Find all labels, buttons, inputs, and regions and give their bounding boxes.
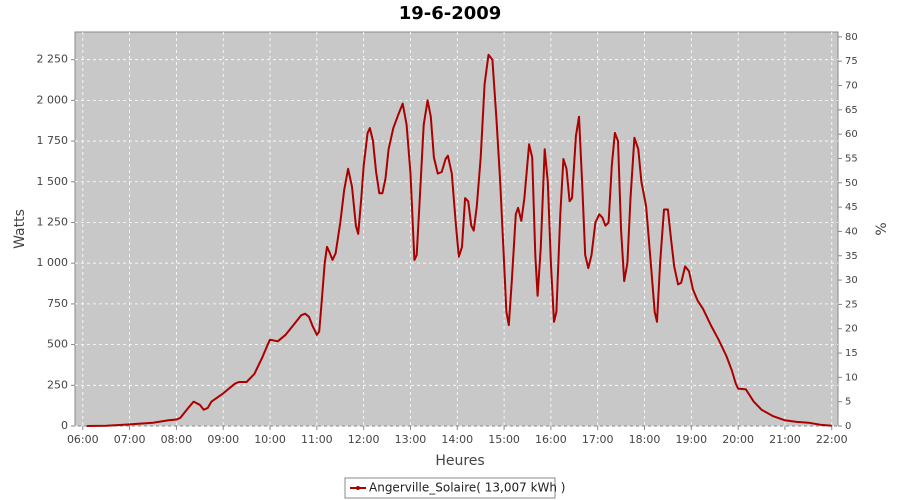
y2-tick-label: 55 xyxy=(845,153,858,164)
y2-tick-label: 0 xyxy=(845,421,851,432)
y-axis-label: Watts xyxy=(12,209,28,249)
x-tick-label: 20:00 xyxy=(722,433,754,446)
x-tick-label: 09:00 xyxy=(207,433,239,446)
legend-label: Angerville_Solaire( 13,007 kWh ) xyxy=(369,481,565,495)
x-tick-label: 15:00 xyxy=(488,433,520,446)
y2-tick-label: 70 xyxy=(845,81,858,92)
y2-tick-label: 40 xyxy=(845,226,858,237)
y-tick-label: 250 xyxy=(47,378,68,391)
y2-tick-label: 35 xyxy=(845,251,858,262)
x-tick-label: 11:00 xyxy=(301,433,333,446)
x-tick-label: 16:00 xyxy=(535,433,567,446)
x-axis-label: Heures xyxy=(435,453,484,469)
y2-tick-label: 5 xyxy=(845,397,851,408)
x-tick-label: 08:00 xyxy=(161,433,193,446)
x-tick-label: 12:00 xyxy=(348,433,380,446)
y2-tick-label: 10 xyxy=(845,372,858,383)
legend-swatch-dot xyxy=(356,486,360,490)
y2-tick-label: 65 xyxy=(845,105,858,116)
x-tick-label: 19:00 xyxy=(675,433,707,446)
x-tick-label: 14:00 xyxy=(441,433,473,446)
x-tick-label: 21:00 xyxy=(769,433,801,446)
x-tick-label: 07:00 xyxy=(114,433,146,446)
legend-box xyxy=(344,477,556,499)
y2-tick-label: 50 xyxy=(845,178,858,189)
y2-tick-label: 75 xyxy=(845,56,858,67)
y2-tick-label: 20 xyxy=(845,324,858,335)
x-tick-label: 13:00 xyxy=(395,433,427,446)
y-tick-label: 2 000 xyxy=(37,93,69,106)
y-tick-label: 1 000 xyxy=(37,256,69,269)
y2-tick-label: 80 xyxy=(845,32,858,43)
y2-tick-label: 45 xyxy=(845,202,858,213)
y2-tick-label: 25 xyxy=(845,299,858,310)
y2-tick-label: 60 xyxy=(845,129,858,140)
y-tick-label: 1 500 xyxy=(37,175,69,188)
y-tick-label: 750 xyxy=(47,297,68,310)
line-series xyxy=(86,53,832,427)
y2-tick-label: 15 xyxy=(845,348,858,359)
x-tick-label: 22:00 xyxy=(816,433,848,446)
x-tick-label: 18:00 xyxy=(629,433,661,446)
x-tick-label: 10:00 xyxy=(254,433,286,446)
y2-tick-label: 30 xyxy=(845,275,858,286)
y-tick-label: 500 xyxy=(47,338,68,351)
y2-axis-label: % xyxy=(874,222,890,235)
y-tick-label: 1 750 xyxy=(37,134,69,147)
x-tick-label: 06:00 xyxy=(67,433,99,446)
y-tick-label: 2 250 xyxy=(37,53,69,66)
chart-title: 19-6-2009 xyxy=(399,3,502,24)
y-tick-label: 0 xyxy=(61,419,68,432)
x-tick-label: 17:00 xyxy=(582,433,614,446)
y-tick-label: 1 250 xyxy=(37,215,69,228)
